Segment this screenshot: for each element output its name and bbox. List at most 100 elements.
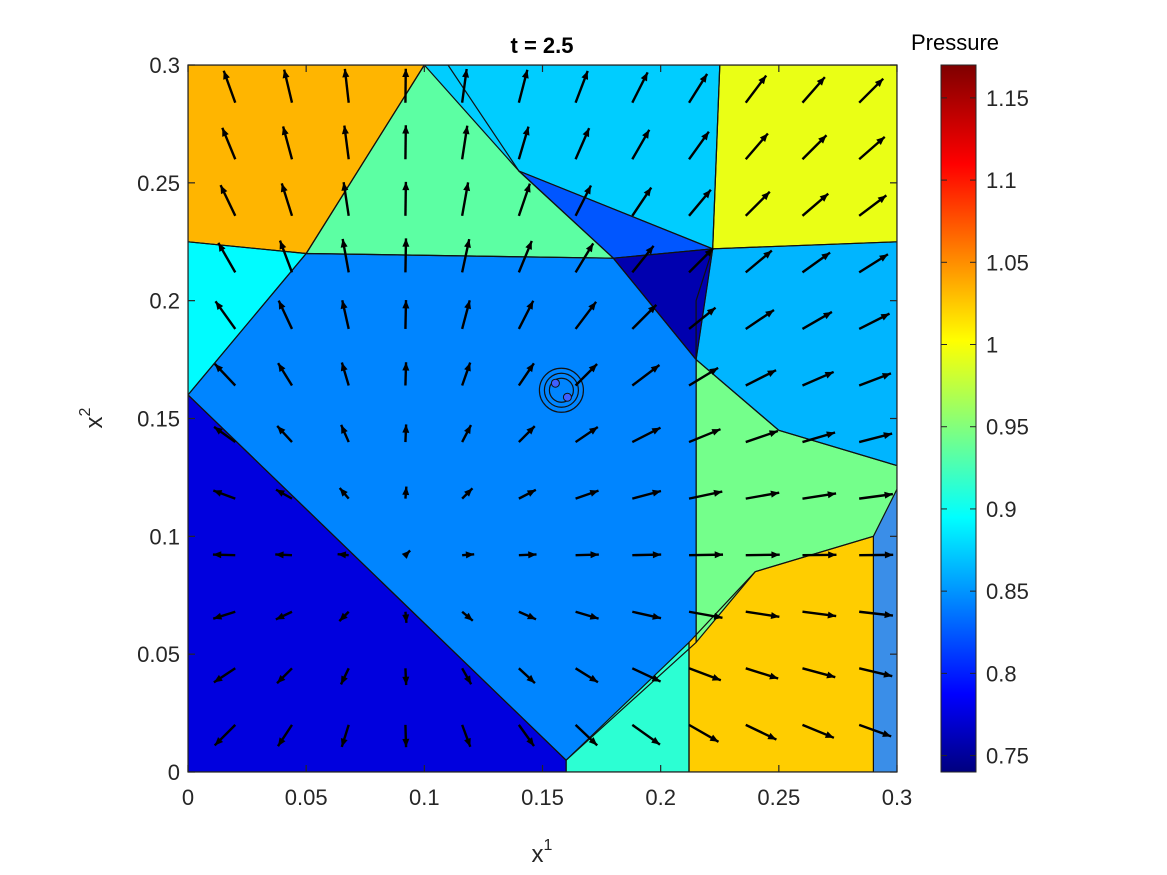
velocity-arrow [802, 551, 837, 559]
chart-title: t = 2.5 [511, 33, 574, 58]
velocity-arrow [338, 487, 350, 500]
velocity-arrow-head [880, 313, 890, 321]
velocity-arrow [282, 69, 294, 103]
velocity-arrow [745, 723, 777, 741]
velocity-arrow [574, 70, 589, 104]
velocity-arrow-head [706, 307, 716, 316]
velocity-arrow-head [882, 730, 892, 737]
velocity-arrow [213, 724, 237, 747]
velocity-arrow-head [402, 181, 410, 191]
velocity-arrow [858, 194, 888, 217]
shock-right [695, 241, 897, 467]
velocity-arrow [212, 489, 236, 500]
velocity-arrow [517, 300, 535, 330]
x-tick-label: 0.15 [521, 785, 564, 810]
velocity-arrow-head [402, 486, 410, 496]
velocity-arrow-head [277, 737, 286, 747]
velocity-arrow [858, 432, 893, 444]
velocity-arrow [574, 127, 591, 160]
velocity-arrows [212, 68, 894, 748]
velocity-arrow-head [214, 737, 224, 746]
velocity-arrow [402, 238, 410, 273]
velocity-arrow-head [884, 551, 894, 559]
velocity-arrow-head [276, 489, 285, 497]
velocity-arrow [517, 362, 535, 387]
velocity-arrow [858, 312, 891, 331]
x-tick-label: 0.25 [757, 785, 800, 810]
velocity-arrow [688, 73, 709, 104]
shock-upper-right [712, 65, 897, 250]
velocity-arrow [402, 611, 410, 623]
velocity-arrow [801, 76, 826, 104]
velocity-arrow [222, 70, 237, 104]
velocity-arrow [688, 188, 712, 217]
x-axis: 0 0.05 0.1 0.15 0.2 0.25 0.3 [182, 65, 912, 810]
y-tick-label: 0 [168, 760, 180, 785]
velocity-arrow [221, 127, 237, 160]
velocity-arrow-head [770, 490, 780, 498]
x-tick-label: 0.1 [409, 785, 440, 810]
velocity-arrow-head [651, 674, 661, 682]
velocity-arrow [688, 489, 723, 500]
velocity-arrow [517, 724, 535, 747]
velocity-arrow-head [401, 550, 411, 559]
y-axis: 0 0.05 0.1 0.15 0.2 0.25 0.3 [137, 53, 897, 785]
velocity-arrow [275, 488, 293, 500]
velocity-arrow [802, 491, 837, 500]
velocity-arrow [340, 724, 350, 748]
velocity-arrow-head [464, 362, 471, 372]
y-tick-label: 0.3 [149, 53, 180, 78]
velocity-arrow-head [589, 490, 599, 497]
velocity-arrow-head [337, 551, 347, 559]
velocity-arrow [688, 428, 721, 444]
velocity-arrow [632, 610, 662, 620]
vortex-core-1 [562, 392, 572, 402]
velocity-arrow-head [819, 193, 829, 202]
velocity-arrow [402, 362, 410, 386]
velocity-arrow-head [464, 425, 471, 435]
velocity-arrow-head [464, 612, 473, 621]
velocity-arrow-head [876, 136, 885, 145]
velocity-arrow [745, 551, 780, 559]
x-axis-label-superscript: 1 [544, 837, 553, 854]
y-axis-label-superscript: 2 [77, 407, 94, 416]
velocity-arrow-head [881, 373, 891, 380]
velocity-arrow [340, 362, 350, 386]
velocity-arrow-head [526, 363, 534, 373]
velocity-arrow-head [402, 424, 410, 433]
velocity-arrow-head [340, 737, 348, 747]
colorbar-tick-label: 0.95 [986, 415, 1029, 440]
velocity-arrow-head [526, 737, 535, 747]
y-tick-label: 0.1 [149, 524, 180, 549]
velocity-arrow [631, 304, 658, 330]
colorbar-frame [940, 64, 977, 773]
x-axis-label: x1 [532, 837, 553, 868]
velocity-arrow [744, 132, 769, 161]
velocity-arrow [278, 240, 294, 273]
velocity-arrow [212, 551, 236, 559]
velocity-arrow [402, 300, 410, 329]
velocity-arrow [276, 724, 293, 747]
velocity-arrow-head [652, 551, 662, 559]
velocity-arrow [745, 369, 777, 387]
velocity-arrow-head [704, 248, 714, 257]
velocity-arrow-head [643, 187, 652, 197]
velocity-arrow-head [402, 68, 410, 78]
velocity-arrow [745, 610, 780, 620]
velocity-arrow [276, 667, 293, 685]
velocity-arrow [859, 491, 894, 500]
vortex-ring-1 [543, 372, 580, 408]
velocity-arrow [213, 363, 237, 387]
plot-area [187, 64, 898, 773]
velocity-arrow-head [402, 238, 410, 247]
velocity-arrow [802, 667, 836, 679]
velocity-arrow-head [589, 612, 599, 620]
colorbar-title: Pressure [911, 30, 999, 55]
vortex-ring-2 [548, 377, 575, 403]
velocity-arrow [688, 130, 710, 160]
velocity-arrow-head [828, 551, 837, 559]
velocity-arrow-head [826, 431, 836, 439]
velocity-arrow-head [215, 301, 224, 311]
velocity-arrow-head [402, 362, 410, 371]
velocity-arrow [631, 667, 662, 683]
